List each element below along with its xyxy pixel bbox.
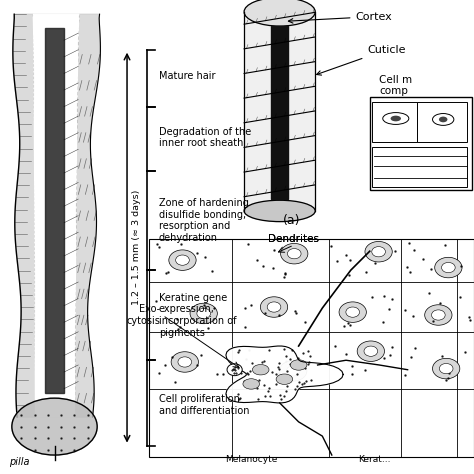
- Polygon shape: [372, 147, 467, 187]
- Text: Cortex: Cortex: [288, 11, 392, 23]
- Ellipse shape: [190, 303, 218, 324]
- Polygon shape: [13, 14, 100, 417]
- Ellipse shape: [244, 0, 315, 26]
- Text: (a): (a): [283, 214, 300, 227]
- Polygon shape: [33, 14, 79, 417]
- Text: Cell proliferation
and differentiation: Cell proliferation and differentiation: [159, 394, 249, 416]
- Ellipse shape: [439, 117, 447, 122]
- Polygon shape: [244, 12, 315, 211]
- Ellipse shape: [171, 352, 199, 372]
- Polygon shape: [417, 102, 467, 142]
- Text: Cuticle: Cuticle: [317, 45, 406, 75]
- Text: Dendrites: Dendrites: [268, 234, 319, 245]
- Polygon shape: [271, 26, 288, 199]
- Ellipse shape: [287, 248, 301, 259]
- Ellipse shape: [439, 364, 453, 374]
- Text: pilla: pilla: [9, 457, 30, 467]
- Text: Kerat...: Kerat...: [358, 455, 391, 464]
- Text: 1.2 – 1.5 mm (≈ 3 days): 1.2 – 1.5 mm (≈ 3 days): [133, 190, 141, 305]
- Text: Exo-
cytosis: Exo- cytosis: [127, 304, 160, 326]
- Text: Zone of hardening
disulfide bonding,
resorption and
dehydration: Zone of hardening disulfide bonding, res…: [159, 198, 249, 243]
- Ellipse shape: [12, 398, 97, 455]
- Bar: [370, 97, 472, 190]
- Ellipse shape: [260, 297, 288, 317]
- Polygon shape: [45, 28, 64, 393]
- Ellipse shape: [178, 357, 191, 367]
- Ellipse shape: [432, 114, 454, 126]
- Ellipse shape: [435, 257, 462, 278]
- Ellipse shape: [391, 116, 401, 121]
- Ellipse shape: [169, 250, 196, 270]
- Ellipse shape: [281, 244, 308, 264]
- Ellipse shape: [280, 361, 307, 381]
- Text: Keratine gene
expression,
incorporation of
pigments: Keratine gene expression, incorporation …: [159, 293, 237, 337]
- Ellipse shape: [431, 310, 445, 320]
- Ellipse shape: [276, 374, 293, 384]
- Ellipse shape: [286, 366, 300, 376]
- Ellipse shape: [243, 379, 259, 389]
- Ellipse shape: [364, 346, 378, 356]
- Ellipse shape: [383, 113, 409, 125]
- Text: Cell m
comp: Cell m comp: [379, 74, 412, 96]
- Bar: [149, 239, 474, 457]
- Polygon shape: [226, 346, 343, 403]
- Ellipse shape: [176, 255, 189, 265]
- Ellipse shape: [339, 302, 366, 322]
- Text: Degradation of the
inner root sheath: Degradation of the inner root sheath: [159, 127, 251, 148]
- Ellipse shape: [365, 241, 392, 262]
- Ellipse shape: [253, 365, 269, 375]
- Ellipse shape: [267, 302, 281, 312]
- Polygon shape: [372, 102, 417, 142]
- Ellipse shape: [357, 341, 384, 362]
- Ellipse shape: [372, 246, 385, 257]
- Text: Dendrites: Dendrites: [268, 234, 319, 245]
- Ellipse shape: [290, 360, 307, 370]
- Text: Mature hair: Mature hair: [159, 71, 215, 81]
- Text: Melanocyte: Melanocyte: [225, 455, 277, 464]
- Ellipse shape: [432, 358, 460, 379]
- Ellipse shape: [227, 364, 242, 375]
- Ellipse shape: [244, 200, 315, 221]
- Ellipse shape: [346, 307, 360, 317]
- Ellipse shape: [425, 305, 452, 325]
- Ellipse shape: [197, 309, 210, 319]
- Ellipse shape: [442, 263, 455, 273]
